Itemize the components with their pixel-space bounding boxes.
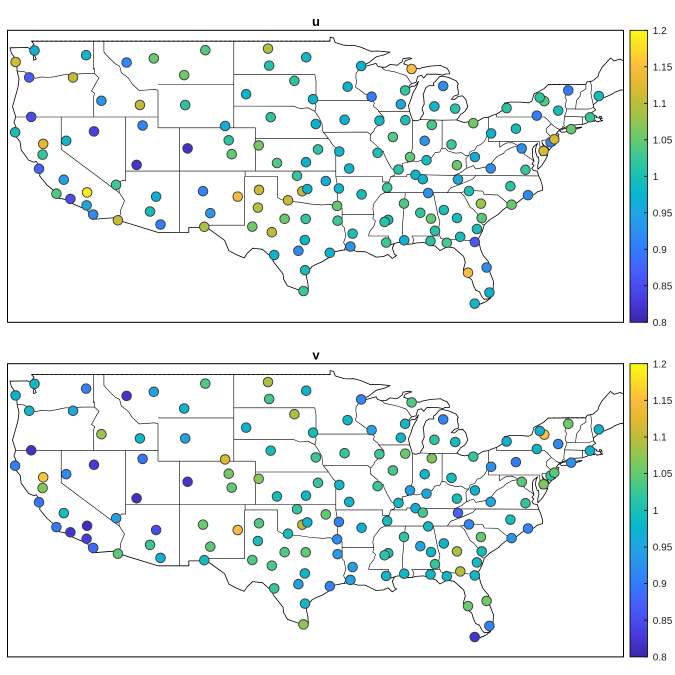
- svg-text:1.2: 1.2: [653, 26, 667, 37]
- svg-text:1.15: 1.15: [653, 62, 673, 73]
- svg-text:1.15: 1.15: [653, 396, 673, 407]
- svg-text:0.8: 0.8: [653, 653, 667, 664]
- svg-text:0.9: 0.9: [653, 245, 667, 256]
- svg-text:0.85: 0.85: [653, 281, 673, 292]
- svg-text:u: u: [312, 14, 320, 29]
- svg-text:1.2: 1.2: [653, 359, 667, 370]
- svg-text:1.05: 1.05: [653, 469, 673, 480]
- svg-text:0.9: 0.9: [653, 579, 667, 590]
- svg-text:0.8: 0.8: [653, 318, 667, 329]
- svg-text:1.1: 1.1: [653, 433, 667, 444]
- svg-text:0.95: 0.95: [653, 543, 673, 554]
- svg-text:1: 1: [653, 506, 659, 517]
- svg-text:1: 1: [653, 172, 659, 183]
- svg-text:1.1: 1.1: [653, 99, 667, 110]
- svg-text:v: v: [312, 348, 320, 363]
- svg-text:0.95: 0.95: [653, 208, 673, 219]
- svg-text:0.85: 0.85: [653, 616, 673, 627]
- svg-text:1.05: 1.05: [653, 135, 673, 146]
